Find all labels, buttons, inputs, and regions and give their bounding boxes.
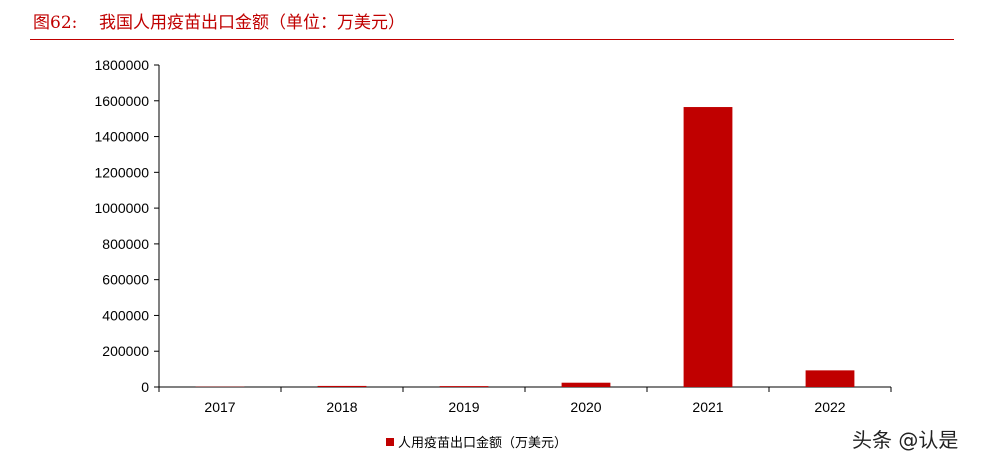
x-tick-label: 2022 [814,399,845,415]
legend-swatch [386,437,394,446]
y-tick-label: 200000 [102,343,149,359]
bar-2022 [805,370,855,387]
figure-title: 图62: 我国人用疫苗出口金额（单位：万美元） [33,13,405,33]
watermark: 头条 @认是 [852,428,959,452]
x-tick-label: 2020 [570,399,601,415]
bar-2020 [561,382,611,387]
x-tick-label: 2021 [692,399,723,415]
x-tick-label: 2019 [448,399,479,415]
bar-2019 [439,386,489,387]
bar-2021 [683,107,733,388]
y-tick-label: 600000 [102,272,149,288]
y-tick-label: 1200000 [94,164,149,180]
bar-2018 [317,385,367,387]
y-tick-label: 400000 [102,307,149,323]
y-tick-label: 1600000 [94,93,149,109]
y-tick-label: 1400000 [94,129,149,145]
y-tick-label: 1800000 [94,57,149,73]
y-tick-label: 0 [141,379,149,395]
legend: 人用疫苗出口金额（万美元） [386,432,567,451]
x-tick-label: 2017 [204,399,235,415]
legend-label: 人用疫苗出口金额（万美元） [398,436,568,451]
x-tick-label: 2018 [326,399,357,415]
y-tick-label: 800000 [102,236,149,252]
title-divider [30,39,954,40]
y-tick-label: 1000000 [94,200,149,216]
